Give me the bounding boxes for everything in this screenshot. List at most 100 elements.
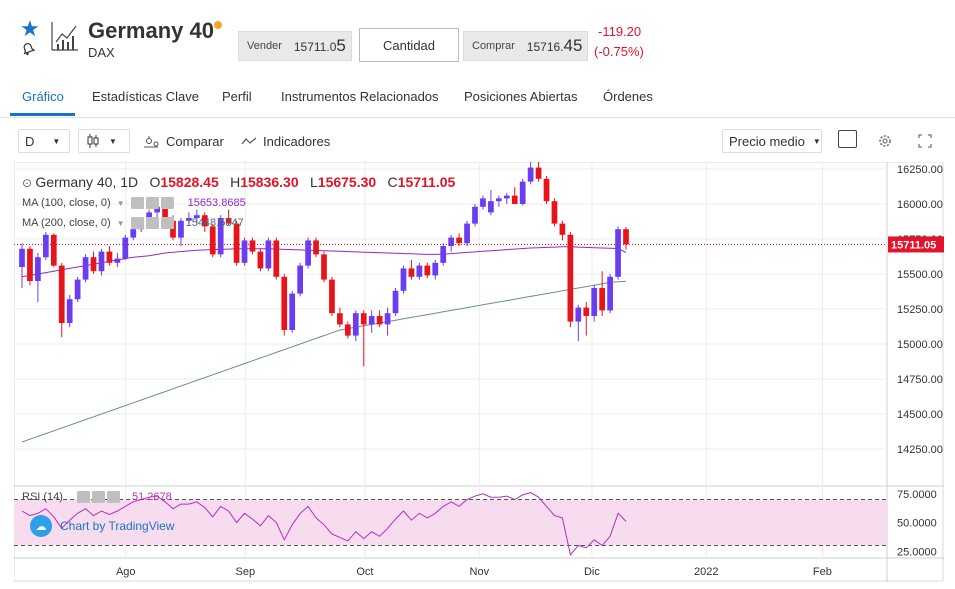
candle-body — [607, 276, 613, 311]
candle-body — [559, 223, 566, 235]
star-icon[interactable]: ★ — [20, 16, 40, 41]
indicators-button[interactable]: Indicadores — [241, 129, 330, 153]
close-icon[interactable] — [106, 491, 120, 503]
compare-button[interactable]: Comparar — [142, 129, 224, 153]
time-tick-label: Sep — [236, 566, 256, 578]
candle-body — [90, 257, 97, 272]
time-tick-label: 2022 — [694, 566, 718, 578]
candle-body — [591, 288, 598, 316]
candle-body — [432, 262, 439, 276]
sell-button[interactable]: Vender 15711.05 — [238, 31, 352, 61]
candle-body — [535, 167, 542, 179]
tab-perfil[interactable]: Perfil — [222, 89, 252, 104]
candle-body — [321, 254, 327, 280]
chart-panel[interactable]: 16250.0016000.0015750.0015500.0015250.00… — [13, 161, 944, 582]
settings-icon[interactable] — [91, 491, 105, 503]
candle-body — [201, 215, 208, 227]
rsi-legend: RSI (14) 51.2678 — [22, 491, 172, 503]
candle-body — [575, 307, 582, 322]
candle-body — [305, 240, 311, 266]
rsi-tick-label: 75.0000 — [897, 489, 937, 501]
tab-grafico[interactable]: Gráfico — [22, 89, 64, 104]
close-icon[interactable] — [160, 197, 174, 209]
candle-body — [472, 206, 478, 224]
price-tick-label: 15250.00 — [897, 304, 943, 316]
candle-body — [217, 218, 224, 255]
chart-icon[interactable] — [50, 20, 80, 52]
candle-body — [313, 240, 319, 255]
indicators-icon — [241, 137, 257, 145]
buy-label: Comprar — [472, 40, 515, 52]
tab-bar: Gráfico Estadísticas Clave Perfil Instru… — [0, 78, 955, 118]
gear-icon[interactable] — [877, 133, 893, 149]
candle-body — [344, 324, 351, 336]
candle-body — [384, 313, 391, 325]
candle-body — [480, 198, 486, 207]
tab-instrumentos[interactable]: Instrumentos Relacionados — [281, 89, 439, 104]
candle-body — [337, 313, 343, 325]
candle-body — [193, 215, 200, 218]
candle-body — [464, 223, 470, 244]
fullscreen-icon[interactable] — [917, 133, 933, 149]
candle-body — [233, 223, 240, 263]
candle-body — [567, 234, 574, 322]
close-icon[interactable] — [160, 217, 174, 229]
visibility-icon[interactable] — [76, 491, 90, 503]
ohlc-legend: ⊙ Germany 40, 1D O15828.45 H15836.30 L15… — [22, 174, 456, 190]
ma100-line — [21, 246, 627, 278]
ma100-legend: MA (100, close, 0) ▼ 15653.8685 — [22, 197, 246, 209]
candle-body — [162, 206, 168, 221]
tradingview-badge[interactable]: ☁ Chart by TradingView — [30, 515, 175, 537]
settings-icon[interactable] — [145, 197, 159, 209]
interval-select[interactable]: D ▼ — [18, 129, 70, 153]
candle-body — [289, 293, 296, 330]
candle-body — [511, 195, 518, 204]
candle-body — [58, 265, 65, 323]
tab-posiciones[interactable]: Posiciones Abiertas — [464, 89, 578, 104]
candle-body — [74, 279, 81, 300]
buy-button[interactable]: Comprar 15716.45 — [463, 31, 588, 61]
price-tick-label: 14750.00 — [897, 374, 943, 386]
sell-label: Vender — [247, 40, 282, 52]
price-mode-select[interactable]: Precio medio ▼ — [722, 129, 822, 153]
rsi-band — [14, 499, 887, 546]
visibility-icon[interactable] — [130, 197, 144, 209]
tab-estadisticas[interactable]: Estadísticas Clave — [92, 89, 199, 104]
candle-body — [527, 167, 534, 182]
chevron-down-icon: ▼ — [109, 136, 117, 146]
time-tick-label: Ago — [116, 566, 136, 578]
candle-body — [376, 316, 383, 325]
candles-icon — [87, 134, 99, 148]
bell-icon[interactable] — [20, 40, 36, 56]
candle-body — [599, 288, 606, 311]
sell-price: 15711.05 — [293, 36, 346, 55]
candle-body — [130, 229, 137, 238]
active-tab-indicator — [10, 113, 75, 116]
candle-body — [440, 246, 447, 263]
settings-icon[interactable] — [145, 217, 159, 229]
change-percent: (-0.75%) — [594, 44, 644, 59]
price-tick-label: 15500.00 — [897, 269, 943, 281]
candle-body — [82, 257, 89, 280]
price-chart[interactable]: 16250.0016000.0015750.0015500.0015250.00… — [13, 161, 944, 582]
candle-body — [178, 220, 184, 238]
candle-body — [225, 218, 232, 224]
market-status-dot — [214, 21, 222, 29]
rsi-tick-label: 25.0000 — [897, 546, 937, 558]
visibility-icon[interactable] — [130, 217, 144, 229]
instrument-title: Germany 40 — [88, 18, 214, 43]
collapse-icon[interactable]: ⊙ — [22, 176, 33, 190]
rsi-tick-label: 50.0000 — [897, 518, 937, 530]
compare-icon — [144, 136, 159, 148]
time-tick-label: Oct — [356, 566, 373, 578]
square-icon[interactable] — [838, 130, 857, 148]
candle-body — [154, 206, 160, 213]
chart-frame — [13, 161, 944, 582]
candle-body — [170, 220, 176, 238]
ma200-line — [21, 280, 627, 443]
chart-type-select[interactable]: ▼ — [78, 129, 130, 153]
tab-ordenes[interactable]: Órdenes — [603, 89, 653, 104]
candle-body — [27, 248, 33, 281]
quantity-button[interactable]: Cantidad — [359, 28, 459, 62]
candle-body — [352, 313, 359, 336]
